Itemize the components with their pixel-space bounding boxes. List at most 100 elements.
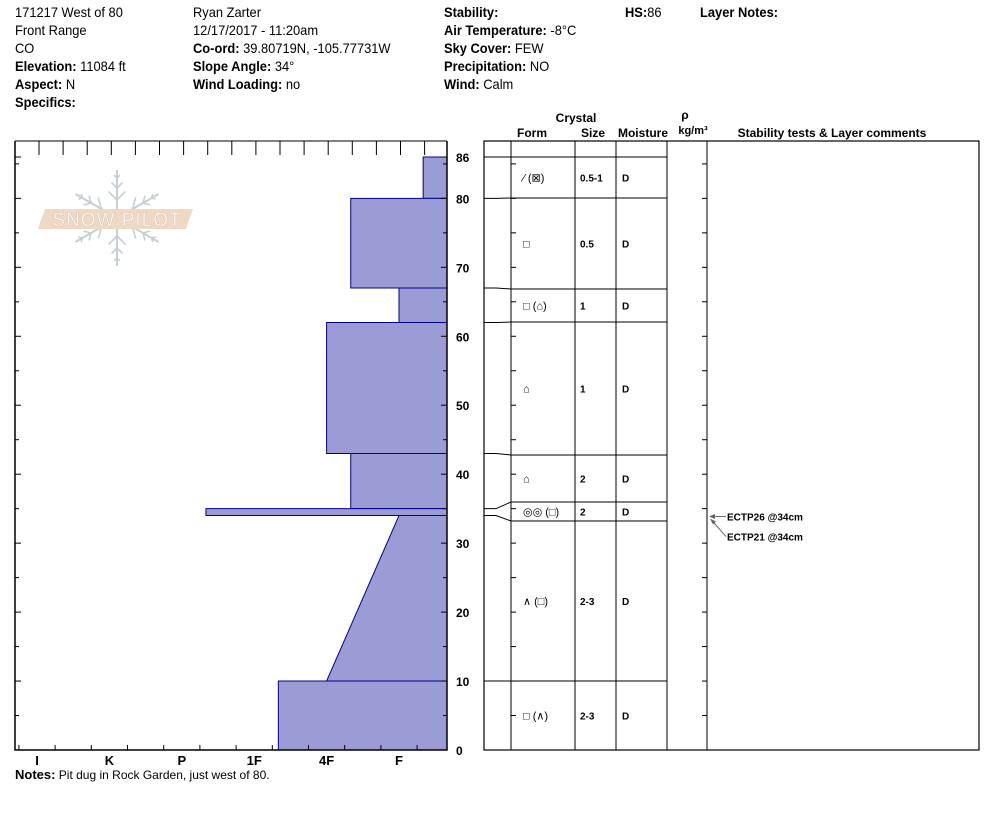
- header-comments: Stability tests & Layer comments: [738, 126, 927, 140]
- layer-notes: Layer Notes:: [700, 4, 779, 20]
- depth-label-40: 40: [456, 468, 470, 482]
- snowflake-branch: [151, 197, 156, 200]
- stability-test-label: ECTP21 @34cm: [727, 533, 803, 544]
- chart-frame: [14, 141, 448, 751]
- hs: HS:86: [625, 4, 662, 20]
- crystal-form: □: [523, 239, 530, 251]
- snowflake-branch: [88, 232, 92, 241]
- crystal-form: ⌂: [523, 474, 530, 486]
- layer-table: Crystal Form Size Moisture ρ kg/m³ Stabi…: [483, 108, 980, 751]
- coord: Co-ord: 39.80719N, -105.77731W: [193, 40, 391, 56]
- header-col-3: Stability: Air Temperature: -8°C Sky Cov…: [444, 3, 576, 93]
- crystal-size: 2: [580, 475, 586, 486]
- snowflake-branch: [110, 181, 118, 189]
- hardness-layer-6: [205, 508, 448, 517]
- snowflake-branch: [108, 191, 118, 201]
- depth-label-86: 86: [456, 151, 470, 165]
- crystal-size: 2: [580, 508, 586, 519]
- range: Front Range: [15, 22, 87, 38]
- depth-label-50: 50: [456, 399, 470, 413]
- crystal-form: ⌂: [523, 384, 530, 396]
- crystal-form: ⁄ (⊠): [520, 173, 544, 185]
- header-density-unit: kg/m³: [678, 125, 708, 137]
- depth-label-10: 10: [456, 675, 470, 689]
- snowflake-branch: [97, 197, 103, 210]
- moisture: D: [622, 597, 629, 608]
- air-temperature: Air Temperature: -8°C: [444, 22, 577, 38]
- header-size: Size: [581, 126, 605, 140]
- snowflake-branch: [88, 195, 92, 204]
- snowflake-branch: [131, 197, 137, 210]
- header-rho: ρ: [681, 108, 688, 122]
- snowflake-branch: [110, 247, 118, 255]
- crystal-form: □ (⌂): [523, 301, 547, 313]
- hardness-layer-1: [422, 156, 448, 199]
- snowflake-branch: [108, 235, 118, 245]
- wind-loading: Wind Loading: no: [193, 76, 301, 92]
- crystal-size: 0.5-1: [580, 174, 603, 185]
- crystal-form: ∧ (□): [523, 596, 548, 608]
- datetime: 12/17/2017 - 11:20am: [193, 22, 319, 38]
- hardness-layer-5: [350, 453, 448, 510]
- crystal-form: □ (∧): [523, 711, 548, 723]
- moisture: D: [622, 174, 629, 185]
- sky-cover: Sky Cover: FEW: [444, 40, 544, 56]
- header-moisture: Moisture: [618, 126, 668, 140]
- hardness-layer-4: [326, 321, 448, 454]
- depth-label-30: 30: [456, 537, 470, 551]
- hardness-label-4F: 4F: [319, 753, 334, 768]
- snowpilot-logo: SNOW PILOT: [38, 170, 193, 266]
- table-frame: [483, 140, 980, 751]
- hardness-layer-3: [398, 287, 448, 323]
- snowflake-branch: [116, 174, 121, 179]
- crystal-size: 2-3: [580, 712, 595, 723]
- depth-label-0: 0: [456, 744, 463, 758]
- header-form: Form: [517, 126, 547, 140]
- hardness-label-K: K: [105, 753, 115, 768]
- moisture: D: [622, 240, 629, 251]
- specifics: Specifics:: [15, 94, 76, 110]
- stability-test-label: ECTP26 @34cm: [727, 513, 803, 524]
- snowflake-branch: [78, 236, 83, 239]
- hardness-label-P: P: [177, 753, 186, 768]
- depth-connector: [484, 501, 512, 510]
- notes: Notes: Pit dug in Rock Garden, just west…: [15, 767, 270, 782]
- pit-name: 171217 West of 80: [15, 4, 123, 20]
- header-col-1: 171217 West of 80 Front Range CO Elevati…: [15, 3, 126, 111]
- crystal-size: 1: [580, 302, 586, 313]
- slope-angle: Slope Angle: 34°: [193, 58, 295, 74]
- arrowhead-icon: [709, 514, 715, 520]
- snowflake-branch: [80, 193, 84, 199]
- hardness-layer-8: [277, 680, 448, 751]
- arrowhead-icon: [710, 518, 716, 525]
- hardness-label-I: I: [35, 753, 39, 768]
- header-crystal: Crystal: [556, 111, 597, 125]
- depth-label-20: 20: [456, 606, 470, 620]
- snowflake-branch: [142, 195, 146, 204]
- aspect: Aspect: N: [15, 76, 76, 92]
- depth-label-60: 60: [456, 330, 470, 344]
- elevation: Elevation: 11084 ft: [15, 58, 126, 74]
- snowflake-branch: [113, 257, 118, 262]
- snowflake-branch: [150, 237, 154, 243]
- logo-text: SNOW PILOT: [52, 210, 181, 231]
- hardness-layers: [205, 156, 448, 751]
- depth-connector: [484, 287, 512, 290]
- observer: Ryan Zarter: [193, 4, 262, 20]
- depth-connector: [484, 515, 512, 522]
- precipitation: Precipitation: NO: [444, 58, 550, 74]
- moisture: D: [622, 302, 629, 313]
- snowflake-branch: [142, 202, 151, 206]
- crystal-size: 2-3: [580, 597, 595, 608]
- snowflake-branch: [116, 247, 124, 255]
- crystal-size: 0.5: [580, 240, 594, 251]
- state: CO: [15, 40, 35, 56]
- moisture: D: [622, 475, 629, 486]
- depth-label-80: 80: [456, 192, 470, 206]
- logo-band: [38, 209, 193, 229]
- snowflake-branch: [142, 230, 151, 234]
- wind: Wind: Calm: [444, 76, 514, 92]
- header-col-2: Ryan Zarter 12/17/2017 - 11:20am Co-ord:…: [193, 3, 391, 93]
- snowflake-branch: [142, 232, 146, 241]
